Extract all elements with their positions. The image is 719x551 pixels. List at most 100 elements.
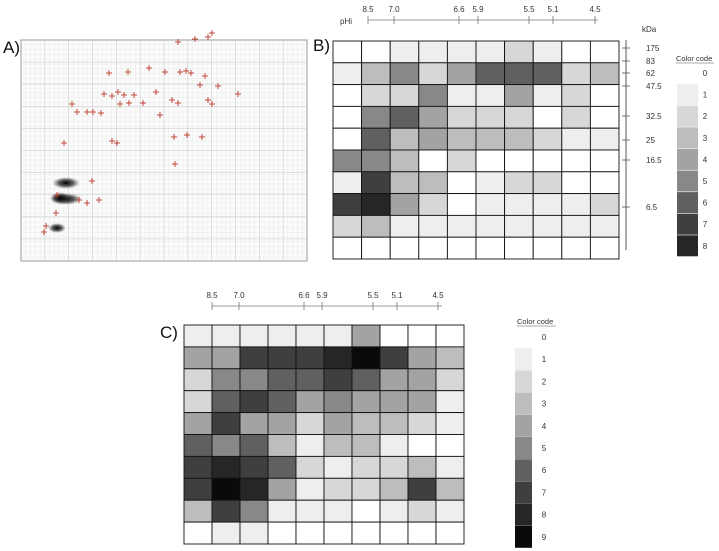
- panel-c-cell: [379, 434, 409, 457]
- panel-b-cell: [504, 149, 534, 173]
- panel-b-cell: [475, 40, 506, 64]
- panel-b-label: B): [313, 36, 330, 55]
- panel-b-cell: [389, 84, 420, 107]
- panel-c-cell: [407, 521, 437, 545]
- panel-b-cell: [561, 84, 591, 107]
- color-code-swatch: [515, 503, 532, 526]
- panel-c-cell: [295, 477, 325, 501]
- panel-c-cell: [379, 521, 409, 545]
- panel-b-cell: [446, 40, 477, 64]
- panel-c-cell: [239, 368, 269, 392]
- panel-b-cell: [475, 214, 506, 238]
- panel-c-cell: [323, 346, 353, 370]
- panel-c-cell: [435, 368, 465, 392]
- panel-b-cell: [446, 236, 477, 260]
- panel-b-cell: [332, 84, 363, 107]
- panel-b-cell: [475, 127, 506, 151]
- panel-c-cell: [379, 324, 409, 348]
- color-code-swatch: [677, 84, 698, 106]
- panel-c-cell: [351, 499, 381, 523]
- panel-c-cell: [267, 346, 297, 370]
- panel-b-cell: [532, 214, 563, 238]
- panel-b-cell: [504, 127, 534, 151]
- panel-b-cell: [589, 236, 620, 260]
- panel-c-cell: [183, 499, 213, 523]
- panel-c-cell: [407, 455, 437, 479]
- panel-c-cell: [183, 521, 213, 545]
- panel-b-cell: [361, 193, 391, 216]
- panel-c-cell: [407, 346, 437, 370]
- color-code-swatch: [515, 437, 532, 459]
- ph-tick-label: 5.9: [316, 291, 328, 300]
- panel-c-cell: [407, 477, 437, 501]
- panel-c-cell: [183, 455, 213, 479]
- panel-c-cell: [183, 390, 213, 414]
- panel-c-cell: [435, 455, 465, 479]
- panel-b-cell: [475, 149, 506, 173]
- panel-b-cell: [332, 149, 363, 173]
- panel-c-cell: [323, 455, 353, 479]
- panel-b-cell: [475, 193, 506, 216]
- panel-c-cell: [323, 521, 353, 545]
- panel-b-cell: [332, 40, 363, 64]
- panel-c-cell: [379, 477, 409, 501]
- panel-b-cell: [361, 105, 391, 129]
- mw-tick-label: 62: [646, 69, 655, 78]
- panel-b-cell: [504, 171, 534, 195]
- mw-tick-label: 16.5: [646, 156, 662, 165]
- panel-b-cell: [504, 84, 534, 107]
- ph-tick-label: 5.9: [472, 5, 484, 14]
- mw-tick-label: 6.5: [646, 203, 658, 212]
- panel-b-cell: [475, 171, 506, 195]
- panel-c-cell: [295, 434, 325, 457]
- panel-b-cell: [504, 62, 534, 86]
- panel-c-cell: [239, 521, 269, 545]
- panel-b-cell: [389, 62, 420, 86]
- panel-b-cell: [589, 127, 620, 151]
- color-code-value: 1: [542, 355, 547, 364]
- panel-c-cell: [183, 412, 213, 435]
- panel-b-color-code: Color code 0 1 2 3 4 5 6 7 8: [676, 54, 714, 257]
- panel-c-cell: [267, 499, 297, 523]
- panel-c-cell: [267, 521, 297, 545]
- panel-a-gel: [20, 30, 308, 262]
- color-code-value: 0: [542, 333, 547, 342]
- panel-b-cell: [504, 105, 534, 129]
- panel-c-cell: [435, 390, 465, 414]
- panel-b-cell: [446, 193, 477, 216]
- panel-b-cell: [561, 40, 591, 64]
- panel-c-cell: [267, 455, 297, 479]
- gel-spot: [50, 192, 70, 204]
- panel-a-label: A): [3, 38, 20, 57]
- panel-c-cell: [323, 499, 353, 523]
- panel-c-cell: [379, 346, 409, 370]
- gel-spot: [52, 177, 80, 189]
- panel-c-cell: [351, 390, 381, 414]
- panel-b-cell: [389, 40, 420, 64]
- panel-b-cell: [561, 214, 591, 238]
- mw-tick-label: 83: [646, 57, 655, 66]
- panel-c-cell: [267, 324, 297, 348]
- mw-tick-label: 47.5: [646, 82, 662, 91]
- panel-c-cell: [379, 390, 409, 414]
- panel-c-cell: [295, 368, 325, 392]
- panel-c-cell: [295, 412, 325, 435]
- panel-c-cell: [183, 434, 213, 457]
- panel-c-cell: [323, 434, 353, 457]
- ph-tick-label: 5.5: [523, 5, 535, 14]
- panel-c-cell: [379, 455, 409, 479]
- panel-b-cell: [589, 40, 620, 64]
- ph-tick-label: 8.5: [362, 5, 374, 14]
- panel-b-cell: [332, 193, 363, 216]
- panel-c-cell: [211, 346, 241, 370]
- color-code-value: 4: [703, 155, 708, 164]
- ph-tick-label: 6.6: [298, 291, 310, 300]
- panel-c-cell: [351, 477, 381, 501]
- color-code-value: 3: [703, 134, 708, 143]
- panel-b-cell: [361, 236, 391, 260]
- panel-b-cell: [418, 62, 448, 86]
- color-code-value: 6: [703, 199, 708, 208]
- panel-c-cell: [267, 434, 297, 457]
- panel-b-cell: [475, 236, 506, 260]
